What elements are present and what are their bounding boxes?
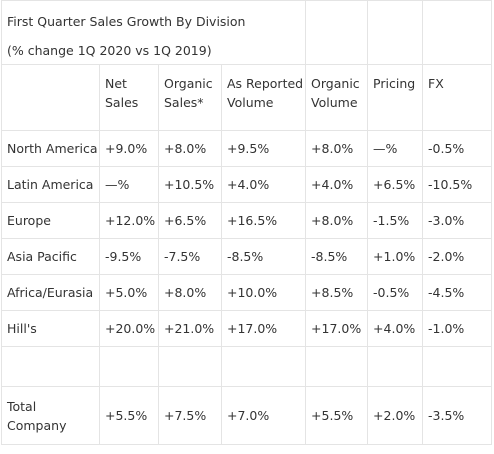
cell-fx: -1.0%: [422, 310, 493, 347]
cell-pricing: +1.0%: [367, 238, 424, 275]
cell-net-sales: +5.0%: [99, 274, 159, 311]
empty-cell: [422, 346, 493, 387]
empty-cell: [158, 346, 222, 387]
sales-growth-table: First Quarter Sales Growth By Division (…: [0, 0, 493, 445]
row-label: North America: [1, 130, 100, 167]
cell-fx: -4.5%: [422, 274, 493, 311]
cell-pricing: +4.0%: [367, 310, 424, 347]
cell-as-reported-volume: +9.5%: [220, 130, 307, 167]
empty-cell: [220, 346, 307, 387]
empty-cell: [305, 346, 369, 387]
empty-header-cell: [1, 64, 100, 131]
cell-net-sales: -9.5%: [99, 238, 159, 275]
cell-organic-sales: +10.5%: [158, 166, 222, 203]
title-cell: First Quarter Sales Growth By Division (…: [0, 0, 307, 65]
total-net-sales: +5.5%: [99, 386, 159, 445]
cell-net-sales: +20.0%: [99, 310, 159, 347]
cell-organic-volume: +8.0%: [305, 202, 369, 239]
table-row: North America +9.0% +8.0% +9.5% +8.0% —%…: [1, 130, 493, 167]
cell-net-sales: +9.0%: [99, 130, 159, 167]
total-as-reported-volume: +7.0%: [220, 386, 307, 445]
cell-organic-volume: +8.0%: [305, 130, 369, 167]
total-fx: -3.5%: [422, 386, 493, 445]
cell-as-reported-volume: -8.5%: [220, 238, 307, 275]
empty-cell: [422, 0, 493, 65]
row-label: Latin America: [1, 166, 100, 203]
cell-organic-sales: -7.5%: [158, 238, 222, 275]
title-row: First Quarter Sales Growth By Division (…: [0, 0, 493, 65]
cell-pricing: -0.5%: [367, 274, 424, 311]
cell-net-sales: —%: [99, 166, 159, 203]
row-label: Africa/Eurasia: [1, 274, 100, 311]
header-organic-volume: Organic Volume: [305, 64, 369, 131]
table-row: Hill's +20.0% +21.0% +17.0% +17.0% +4.0%…: [1, 310, 493, 347]
total-label: Total Company: [1, 386, 100, 445]
row-label: Asia Pacific: [1, 238, 100, 275]
empty-cell: [1, 346, 100, 387]
cell-fx: -2.0%: [422, 238, 493, 275]
cell-as-reported-volume: +4.0%: [220, 166, 307, 203]
total-organic-sales: +7.5%: [158, 386, 222, 445]
cell-organic-volume: +8.5%: [305, 274, 369, 311]
empty-cell: [367, 346, 424, 387]
table-title: First Quarter Sales Growth By Division: [7, 14, 246, 29]
header-organic-sales: Organic Sales*: [158, 64, 222, 131]
empty-cell: [305, 0, 369, 65]
cell-fx: -10.5%: [422, 166, 493, 203]
table-subtitle: (% change 1Q 2020 vs 1Q 2019): [7, 43, 212, 58]
table-row: Africa/Eurasia +5.0% +8.0% +10.0% +8.5% …: [1, 274, 493, 311]
cell-as-reported-volume: +10.0%: [220, 274, 307, 311]
total-row: Total Company +5.5% +7.5% +7.0% +5.5% +2.…: [1, 386, 493, 445]
header-as-reported-volume: As Reported Volume: [220, 64, 307, 131]
header-row: Net Sales Organic Sales* As Reported Volume…: [1, 64, 493, 131]
header-net-sales: Net Sales: [99, 64, 159, 131]
header-pricing: Pricing: [367, 64, 424, 131]
cell-pricing: +6.5%: [367, 166, 424, 203]
cell-pricing: -1.5%: [367, 202, 424, 239]
empty-cell: [99, 346, 159, 387]
total-pricing: +2.0%: [367, 386, 424, 445]
cell-organic-sales: +21.0%: [158, 310, 222, 347]
cell-net-sales: +12.0%: [99, 202, 159, 239]
cell-fx: -3.0%: [422, 202, 493, 239]
table-row: Europe +12.0% +6.5% +16.5% +8.0% -1.5% -…: [1, 202, 493, 239]
cell-organic-volume: +4.0%: [305, 166, 369, 203]
cell-pricing: —%: [367, 130, 424, 167]
table-row: Asia Pacific -9.5% -7.5% -8.5% -8.5% +1.…: [1, 238, 493, 275]
spacer-row: [1, 346, 493, 387]
cell-organic-volume: +17.0%: [305, 310, 369, 347]
cell-as-reported-volume: +17.0%: [220, 310, 307, 347]
total-organic-volume: +5.5%: [305, 386, 369, 445]
row-label: Europe: [1, 202, 100, 239]
cell-as-reported-volume: +16.5%: [220, 202, 307, 239]
empty-cell: [367, 0, 424, 65]
row-label: Hill's: [1, 310, 100, 347]
cell-organic-sales: +8.0%: [158, 130, 222, 167]
cell-organic-sales: +6.5%: [158, 202, 222, 239]
cell-organic-volume: -8.5%: [305, 238, 369, 275]
cell-organic-sales: +8.0%: [158, 274, 222, 311]
header-fx: FX: [422, 64, 493, 131]
cell-fx: -0.5%: [422, 130, 493, 167]
table-row: Latin America —% +10.5% +4.0% +4.0% +6.5…: [1, 166, 493, 203]
